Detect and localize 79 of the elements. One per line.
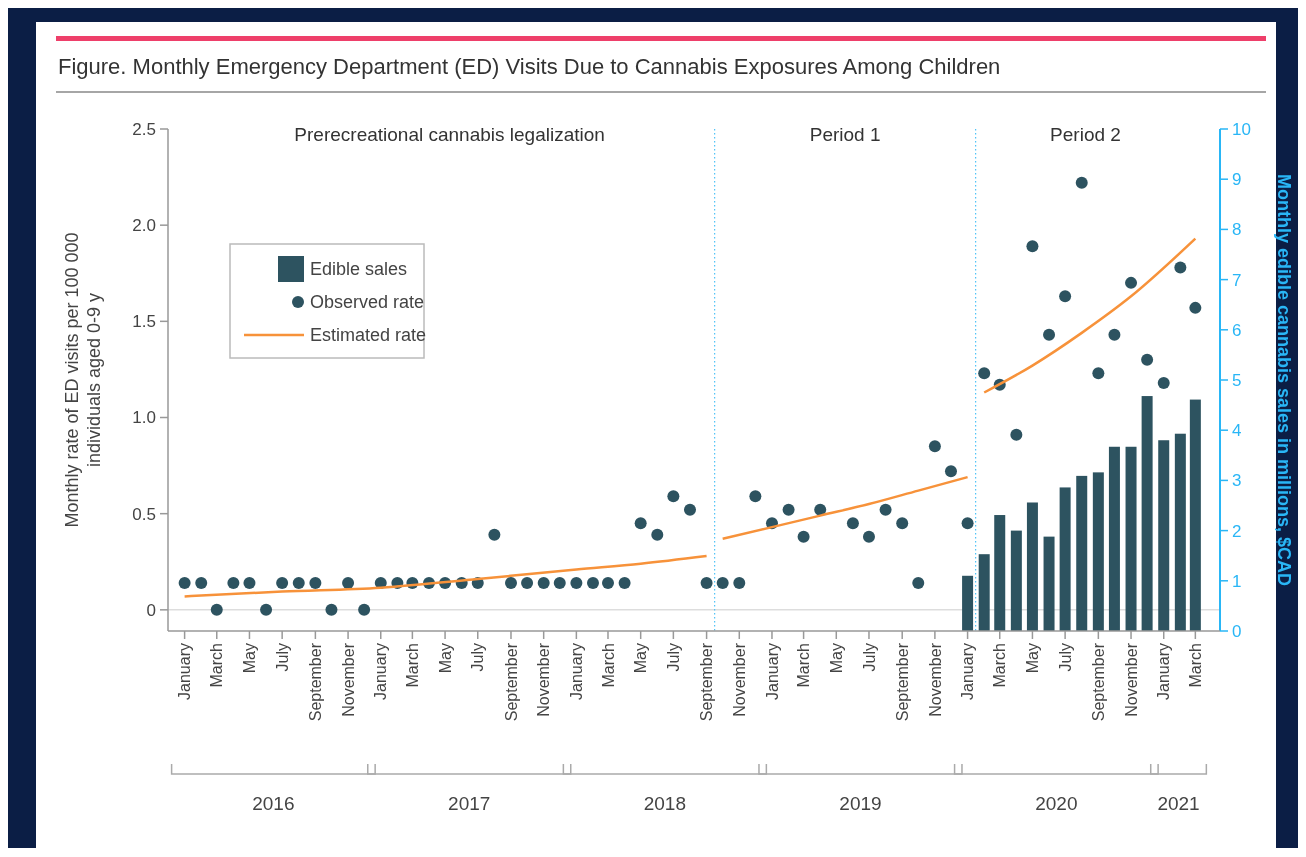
text: 2021 (1157, 793, 1200, 814)
text: 2016 (252, 793, 295, 814)
x-tick-label: January (372, 643, 390, 700)
x-tick-label: May (436, 643, 454, 674)
x-tick-label: January (176, 643, 194, 700)
chart-title: Figure. Monthly Emergency Department (ED) Visits Due to Cannabis Exposures Among Children (58, 54, 1001, 79)
text: 2020 (1035, 793, 1078, 814)
bar (1076, 475, 1088, 631)
y2-tick-label: 6 (1232, 320, 1242, 340)
x-tick-label: January (1155, 643, 1173, 700)
bar (1092, 472, 1104, 631)
y-tick-label: 0.5 (132, 504, 156, 524)
x-tick-label: May (241, 643, 259, 674)
x-tick-label: September (1089, 642, 1107, 722)
y2-tick-label: 10 (1232, 119, 1251, 139)
x-tick-label: March (208, 643, 226, 688)
y-tick-label: 2.5 (132, 119, 156, 139)
y-tick-label: 2.0 (132, 216, 156, 236)
bar (1026, 502, 1038, 631)
y2-tick-label: 5 (1232, 370, 1242, 390)
x-tick-label: July (273, 643, 291, 672)
y2-tick-label: 0 (1232, 621, 1242, 641)
y-axis-title: Monthly rate of ED visits per 100 000 individuals aged 0-9 y (62, 232, 104, 528)
y2-tick-label: 3 (1232, 471, 1242, 491)
legend-label: Estimated rate (310, 325, 427, 346)
x-tick-label: November (339, 642, 357, 717)
x-tick-label: March (1186, 643, 1204, 688)
x-tick-label: July (664, 643, 682, 672)
bar (1125, 446, 1137, 631)
x-tick-label: July (860, 643, 878, 672)
y2-tick-label: 9 (1232, 170, 1242, 190)
x-tick-label: September (502, 642, 520, 722)
x-tick-label: September (698, 642, 716, 722)
bar (1158, 440, 1170, 631)
bar (1174, 433, 1186, 631)
x-tick-label: January (959, 643, 977, 700)
x-tick-label: November (535, 642, 553, 717)
y2-axis-title: Monthly edible cannabis sales in millions, $CAD (1274, 173, 1294, 587)
text: 2017 (448, 793, 491, 814)
annotation: Period 1 (809, 124, 881, 145)
x-tick-label: May (1024, 643, 1042, 674)
text: 2018 (643, 793, 687, 814)
y2-tick-label: 2 (1232, 521, 1242, 541)
x-tick-label: July (1056, 643, 1074, 672)
annotation: Prerecreational cannabis legalization (294, 124, 605, 145)
bar (1010, 530, 1022, 631)
y2-tick-label: 8 (1232, 220, 1242, 240)
bar (1059, 487, 1071, 631)
y-tick-label: 1.5 (132, 312, 156, 332)
bar (994, 515, 1006, 631)
legend-label: Edible sales (310, 259, 408, 280)
x-tick-label: March (795, 643, 813, 688)
x-tick-label: September (893, 642, 911, 722)
y2-tick-label: 4 (1232, 421, 1242, 441)
annotation: Period 2 (1050, 124, 1121, 145)
y-tick-label: 1.0 (132, 408, 156, 428)
bar (1189, 399, 1201, 631)
x-tick-label: March (403, 643, 421, 688)
x-tick-label: July (469, 643, 487, 672)
bar (978, 554, 990, 631)
x-tick-label: November (1122, 642, 1140, 717)
x-tick-label: January (567, 643, 585, 700)
x-tick-label: March (991, 643, 1009, 688)
x-tick-label: November (730, 642, 748, 717)
bar (1141, 396, 1153, 631)
x-tick-label: November (926, 642, 944, 717)
text: 2019 (839, 793, 882, 814)
legend-label: Observed rate (310, 292, 425, 313)
x-tick-label: January (763, 643, 781, 700)
x-tick-label: March (599, 643, 617, 688)
bar (962, 575, 974, 631)
x-tick-label: May (827, 643, 845, 674)
y2-tick-label: 1 (1232, 571, 1242, 591)
y-tick-label: 0 (146, 600, 156, 620)
x-tick-label: September (306, 642, 324, 722)
y2-tick-label: 7 (1232, 270, 1242, 290)
bar (1043, 536, 1055, 631)
x-tick-label: May (632, 643, 650, 674)
bar (1108, 446, 1120, 631)
